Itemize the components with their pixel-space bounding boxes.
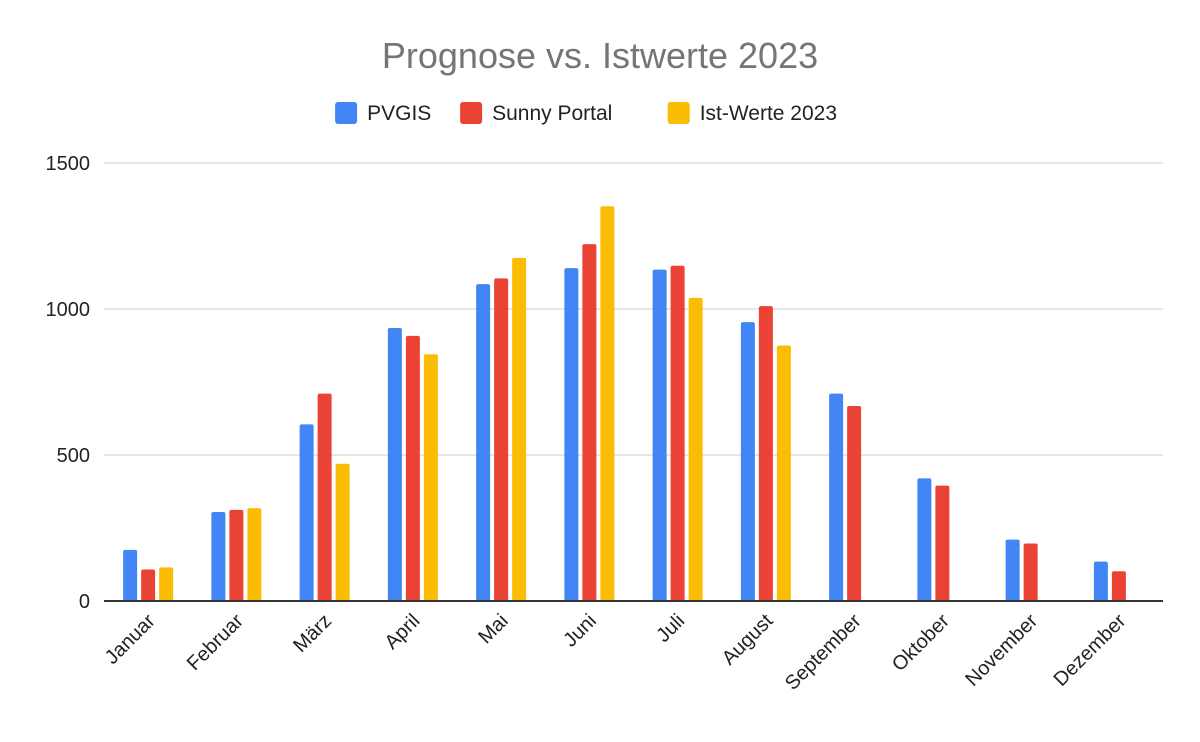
chart-title: Prognose vs. Istwerte 2023 [382,35,818,76]
legend-swatch [667,102,690,124]
bar [1005,539,1020,601]
bar [494,278,509,601]
bar [405,335,420,601]
bar [670,265,685,601]
y-tick-label: 1000 [46,299,91,321]
legend-label: PVGIS [367,102,431,125]
bar [652,269,667,601]
x-tick-label: Juni [559,610,601,652]
bar [1023,543,1038,601]
bar [159,567,174,601]
bar [387,327,402,601]
legend-swatch [335,102,358,124]
x-tick-label: Oktober [888,610,954,676]
x-tick-label: März [289,610,336,657]
bar [1093,561,1108,601]
bar [335,463,350,601]
gridlines [104,162,1163,456]
bar [847,405,862,601]
x-tick-label: Mai [474,610,512,648]
bar [740,322,755,601]
legend-label: Sunny Portal [492,102,612,125]
bar [829,393,844,601]
bar [758,306,773,601]
x-tick-label: Juli [652,610,689,647]
legend: PVGIS Sunny Portal Ist-Werte 2023 [335,102,837,125]
bar [776,345,791,601]
x-tick-label: Januar [101,610,160,669]
bar [299,424,314,601]
y-tick-label: 500 [57,445,90,467]
bar [423,354,438,601]
x-tick-label: September [781,610,866,695]
legend-label: Ist-Werte 2023 [700,102,837,125]
y-axis-ticks: 0 500 1000 1500 [46,153,91,613]
legend-swatch [460,102,483,124]
x-tick-label: August [718,610,778,670]
y-tick-label: 0 [79,591,90,613]
x-tick-label: Februar [183,610,248,675]
bar [229,509,244,601]
bar [582,244,597,601]
bar [247,508,262,601]
bar [1111,571,1126,601]
bar [512,257,527,601]
bar [688,297,703,601]
bar [935,485,950,601]
bar [917,478,932,601]
bar [317,393,332,601]
bar [123,549,138,601]
x-tick-label: April [381,610,425,654]
bar [600,206,615,601]
bar [211,511,226,601]
bar [141,569,156,601]
x-tick-label: November [961,610,1042,691]
bar [476,284,491,601]
x-tick-label: Dezember [1050,610,1131,691]
x-axis-ticks: Januar Februar März April Mai Juni Juli August S… [101,610,1131,695]
bars [123,206,1126,601]
bar [564,268,579,601]
y-tick-label: 1500 [46,153,91,175]
